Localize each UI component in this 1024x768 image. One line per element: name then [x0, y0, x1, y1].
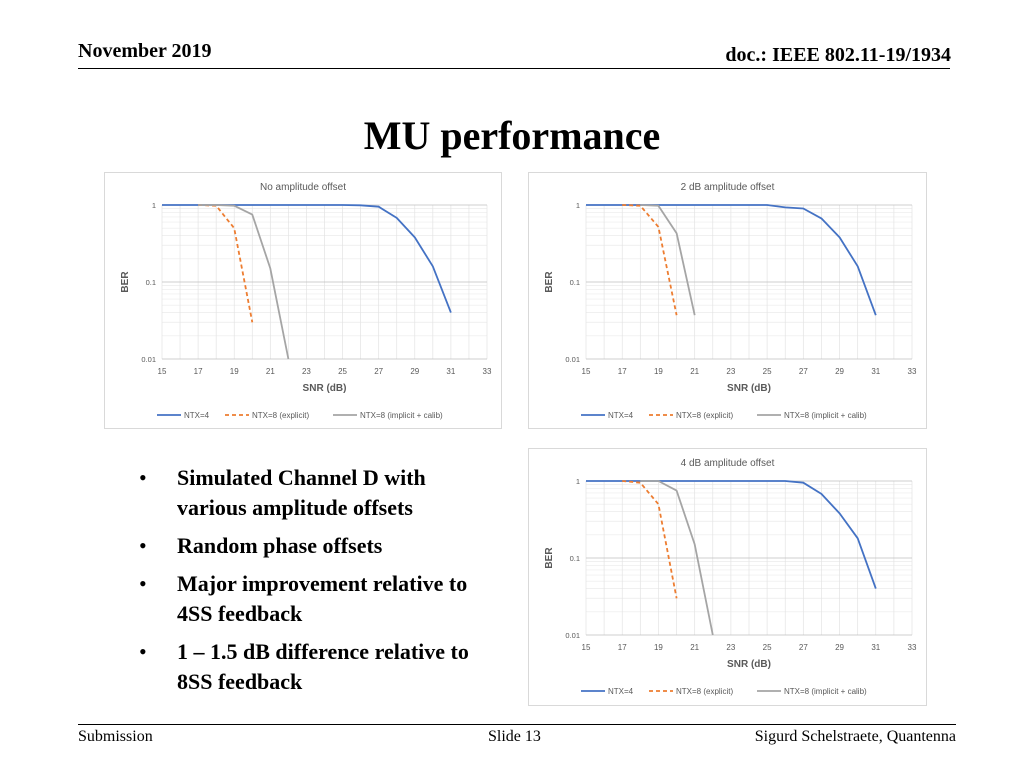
x-tick-label: 15	[582, 643, 591, 652]
chart-title: 2 dB amplitude offset	[681, 182, 775, 193]
x-tick-label: 33	[483, 367, 492, 376]
series-line	[586, 204, 877, 316]
legend-label: NTX=8 (implicit + calib)	[360, 411, 443, 420]
legend-label: NTX=4	[184, 411, 210, 420]
x-tick-label: 27	[799, 643, 808, 652]
chart-panel-2db-offset: 2 dB amplitude offset 1 0.1 0.01 15 17 19 21 23 2…	[528, 172, 927, 429]
y-tick-label: 0.1	[570, 554, 580, 563]
footer-submission: Submission	[78, 728, 153, 745]
bullet-item: Random phase offsets	[133, 531, 493, 561]
x-axis-label: SNR (dB)	[303, 383, 347, 394]
legend-label: NTX=8 (implicit + calib)	[784, 411, 867, 420]
y-tick-label: 1	[576, 477, 580, 486]
x-tick-label: 25	[763, 367, 772, 376]
series-line	[586, 480, 877, 589]
x-tick-label: 29	[835, 643, 844, 652]
legend-label: NTX=8 (explicit)	[676, 411, 733, 420]
x-tick-label: 23	[302, 367, 311, 376]
legend-label: NTX=8 (implicit + calib)	[784, 687, 867, 696]
x-tick-label: 33	[908, 367, 917, 376]
x-tick-label: 17	[194, 367, 203, 376]
legend-label: NTX=4	[608, 687, 634, 696]
x-tick-label: 31	[871, 643, 880, 652]
series-line	[198, 204, 254, 323]
y-tick-label: 0.1	[570, 278, 580, 287]
bullet-item: Simulated Channel D with various amplitu…	[133, 463, 493, 523]
x-tick-label: 19	[654, 367, 663, 376]
x-tick-label: 21	[266, 367, 275, 376]
x-tick-label: 21	[690, 643, 699, 652]
legend-label: NTX=8 (explicit)	[252, 411, 309, 420]
chart-title: No amplitude offset	[260, 182, 346, 193]
y-axis-label: BER	[120, 271, 131, 293]
legend-label: NTX=4	[608, 411, 634, 420]
x-tick-label: 29	[410, 367, 419, 376]
series-line	[622, 204, 678, 316]
bullet-item: Major improvement relative to 4SS feedba…	[133, 569, 493, 629]
legend-label: NTX=8 (explicit)	[676, 687, 733, 696]
series-line	[640, 480, 714, 636]
x-tick-label: 25	[763, 643, 772, 652]
header-date: November 2019	[78, 40, 212, 62]
y-tick-label: 1	[152, 201, 156, 210]
x-tick-label: 23	[726, 643, 735, 652]
footer-author: Sigurd Schelstraete, Quantenna	[754, 728, 956, 745]
x-tick-label: 15	[158, 367, 167, 376]
series-line	[622, 480, 678, 599]
header-divider	[78, 68, 950, 69]
x-tick-label: 31	[871, 367, 880, 376]
x-tick-label: 31	[446, 367, 455, 376]
header-doc-id: doc.: IEEE 802.11-19/1934	[725, 44, 951, 66]
x-tick-label: 25	[338, 367, 347, 376]
chart-panel-no-offset: No amplitude offset 1 0.1 0.01 15 17 19 21 23 25 2…	[104, 172, 502, 429]
x-tick-label: 27	[374, 367, 383, 376]
bullet-list: Simulated Channel D with various amplitu…	[133, 463, 493, 705]
x-tick-label: 27	[799, 367, 808, 376]
x-tick-label: 17	[618, 643, 627, 652]
slide-title: MU performance	[363, 113, 661, 158]
y-tick-label: 0.01	[565, 355, 580, 364]
x-tick-label: 15	[582, 367, 591, 376]
y-axis-label: BER	[544, 271, 555, 293]
x-axis-label: SNR (dB)	[727, 383, 771, 394]
x-tick-label: 29	[835, 367, 844, 376]
y-tick-label: 1	[576, 201, 580, 210]
x-tick-label: 19	[654, 643, 663, 652]
y-tick-label: 0.1	[146, 278, 156, 287]
x-tick-label: 21	[690, 367, 699, 376]
series-line	[198, 204, 290, 360]
y-axis-label: BER	[544, 547, 555, 569]
footer-slide-number: Slide 13	[488, 728, 541, 745]
x-tick-label: 17	[618, 367, 627, 376]
footer-divider	[78, 724, 956, 725]
x-tick-label: 23	[726, 367, 735, 376]
y-tick-label: 0.01	[565, 631, 580, 640]
chart-title: 4 dB amplitude offset	[681, 458, 775, 469]
x-axis-label: SNR (dB)	[727, 659, 771, 670]
series-line	[640, 204, 696, 316]
bullet-item: 1 – 1.5 dB difference relative to 8SS fe…	[133, 637, 493, 697]
x-tick-label: 19	[230, 367, 239, 376]
chart-panel-4db-offset: 4 dB amplitude offset 1 0.1 0.01 15 17 19 21 23 2…	[528, 448, 927, 706]
x-tick-label: 33	[908, 643, 917, 652]
y-tick-label: 0.01	[141, 355, 156, 364]
